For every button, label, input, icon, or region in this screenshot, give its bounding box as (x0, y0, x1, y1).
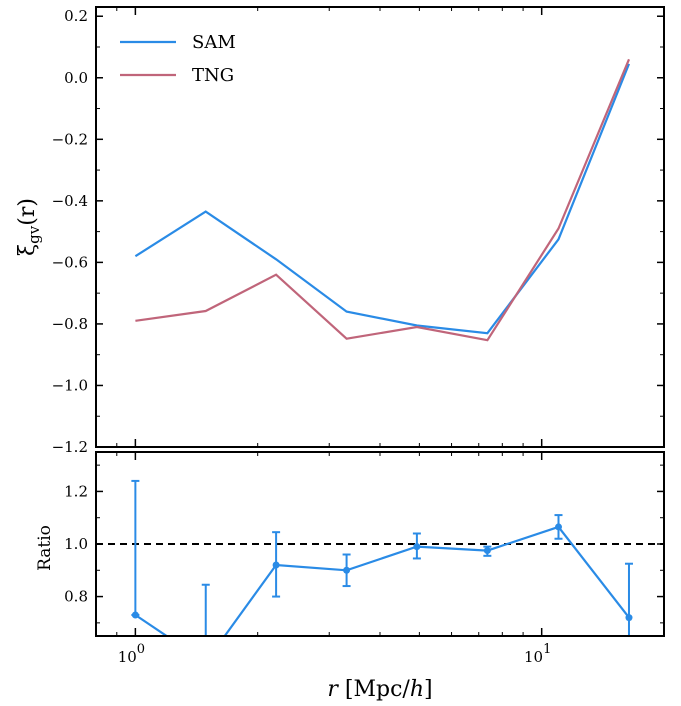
y-tick-label: −1.2 (52, 438, 88, 456)
legend-label-tng: TNG (192, 65, 234, 86)
x-tick-label: 100 (118, 642, 145, 666)
y-tick-label: −1.0 (52, 376, 88, 394)
y-tick-label: 0.2 (64, 7, 88, 25)
ratio-y-tick-label: 0.8 (64, 588, 88, 606)
legend-label-sam: SAM (192, 32, 236, 53)
ratio-line (134, 525, 630, 636)
ratio-y-axis-label: Ratio (35, 525, 55, 571)
xi-y-axis-label: ξgv(r) (15, 198, 43, 256)
y-tick-label: −0.6 (52, 253, 88, 271)
ratio-point (625, 614, 633, 622)
series-line-sam (134, 63, 631, 335)
ratio-point (555, 523, 563, 531)
y-tick-label: −0.2 (52, 130, 88, 148)
ratio-y-tick-label: 1.2 (64, 482, 88, 500)
ratio-point (413, 543, 421, 551)
ratio-point (131, 611, 139, 619)
ratio-point (272, 561, 280, 569)
ratio-point (483, 547, 491, 555)
x-axis-label: r [Mpc/h] (327, 677, 432, 702)
legend: SAM TNG (120, 32, 236, 86)
ratio-y-tick-label: 1.0 (64, 535, 88, 553)
ratio-panel: 1.2 1.0 0.8 100 101 Ratio r [Mpc/h] (35, 451, 665, 702)
y-tick-label: −0.8 (52, 315, 88, 333)
ratio-point (202, 659, 209, 666)
y-tick-label: −0.4 (52, 192, 88, 210)
ratio-point (343, 566, 351, 574)
x-tick-label: 101 (524, 642, 551, 666)
y-tick-label: 0.0 (64, 69, 88, 87)
series-line-tng (135, 58, 631, 342)
xi-panel: 0.2 0.0 −0.2 −0.4 −0.6 −0.8 −1.0 −1.2 ξgv(r) SA… (15, 6, 665, 456)
